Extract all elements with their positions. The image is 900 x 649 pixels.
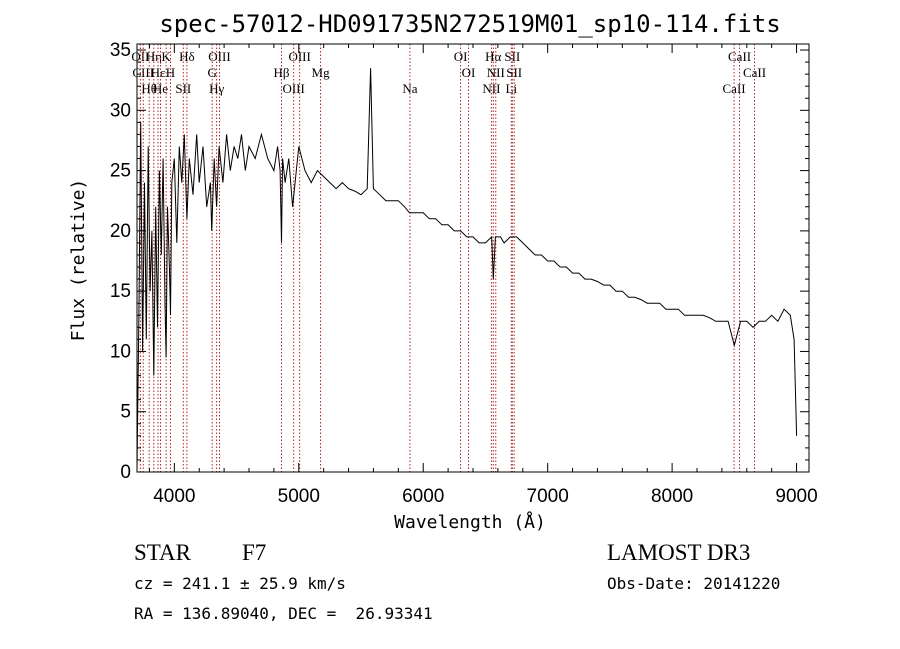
object-subclass: F7 xyxy=(242,540,267,565)
y-tick-label: 15 xyxy=(110,281,131,302)
line-marker-label: OI xyxy=(462,65,476,80)
line-marker-label: Na xyxy=(402,81,417,96)
chart-title: spec-57012-HD091735N272519M01_sp10-114.f… xyxy=(159,10,780,38)
plot-axes: 4000 5000 6000 7000 8000 9000 0 5 10 15 20 25 30 35 xyxy=(110,40,818,507)
emission-line-markers: OIICIIIHθHηHεHeKHSIIHδGHγOIIIHβOIIIOIIIM… xyxy=(131,44,766,472)
x-tick-label: 7000 xyxy=(527,486,569,507)
line-marker-label: OI xyxy=(454,49,468,64)
line-marker-label: Li xyxy=(506,81,518,96)
x-tick-label: 4000 xyxy=(153,486,195,507)
y-tick-label: 0 xyxy=(120,462,131,483)
line-marker-label: SII xyxy=(504,49,520,64)
object-class: STAR xyxy=(134,540,191,565)
line-marker-label: Hη xyxy=(146,49,162,64)
y-tick-label: 20 xyxy=(110,221,131,242)
observation-date: Obs-Date: 20141220 xyxy=(607,574,781,593)
line-marker-label: H xyxy=(166,65,175,80)
y-tick-label: 30 xyxy=(110,100,131,121)
line-marker-label: CaII xyxy=(723,81,746,96)
line-marker-label: CIII xyxy=(132,65,154,80)
line-marker-label: SII xyxy=(175,81,191,96)
line-marker-label: Hγ xyxy=(209,81,224,96)
line-marker-label: CaII xyxy=(728,49,751,64)
line-marker-label: NII xyxy=(482,81,500,96)
y-tick-label: 35 xyxy=(110,40,131,61)
y-axis-title: Flux (relative) xyxy=(68,179,89,342)
line-marker-label: NII xyxy=(487,65,505,80)
line-marker-label: OIII xyxy=(288,49,310,64)
line-marker-label: G xyxy=(207,65,216,80)
spectrum-line xyxy=(136,68,798,469)
ra-dec-coordinates: RA = 136.89040, DEC = 26.93341 xyxy=(134,604,433,623)
y-tick-label: 10 xyxy=(110,341,131,362)
y-tick-label: 5 xyxy=(120,402,131,423)
line-marker-label: Hε xyxy=(151,65,166,80)
plot-frame xyxy=(136,43,810,473)
redshift-velocity: cz = 241.1 ± 25.9 km/s xyxy=(134,574,346,593)
line-marker-label: Mg xyxy=(312,65,331,80)
line-marker-label: OII xyxy=(131,49,149,64)
spectrum-series xyxy=(136,68,798,469)
line-marker-label: CaII xyxy=(743,65,766,80)
line-marker-label: Hα xyxy=(485,49,501,64)
survey-name: LAMOST DR3 xyxy=(607,540,751,565)
line-marker-label: Hβ xyxy=(273,65,289,80)
y-tick-label: 25 xyxy=(110,161,131,182)
x-tick-label: 8000 xyxy=(651,486,693,507)
line-marker-label: Hδ xyxy=(179,49,195,64)
line-marker-label: OIII xyxy=(208,49,230,64)
line-marker-label: OIII xyxy=(282,81,304,96)
line-marker-label: K xyxy=(161,49,171,64)
x-tick-label: 5000 xyxy=(278,486,320,507)
line-marker-label: SII xyxy=(506,65,522,80)
x-tick-label: 9000 xyxy=(775,486,817,507)
x-tick-label: 6000 xyxy=(402,486,444,507)
x-axis-title: Wavelength (Å) xyxy=(394,511,546,533)
line-marker-label: Hθ xyxy=(141,81,157,96)
line-marker-label: He xyxy=(153,81,168,96)
